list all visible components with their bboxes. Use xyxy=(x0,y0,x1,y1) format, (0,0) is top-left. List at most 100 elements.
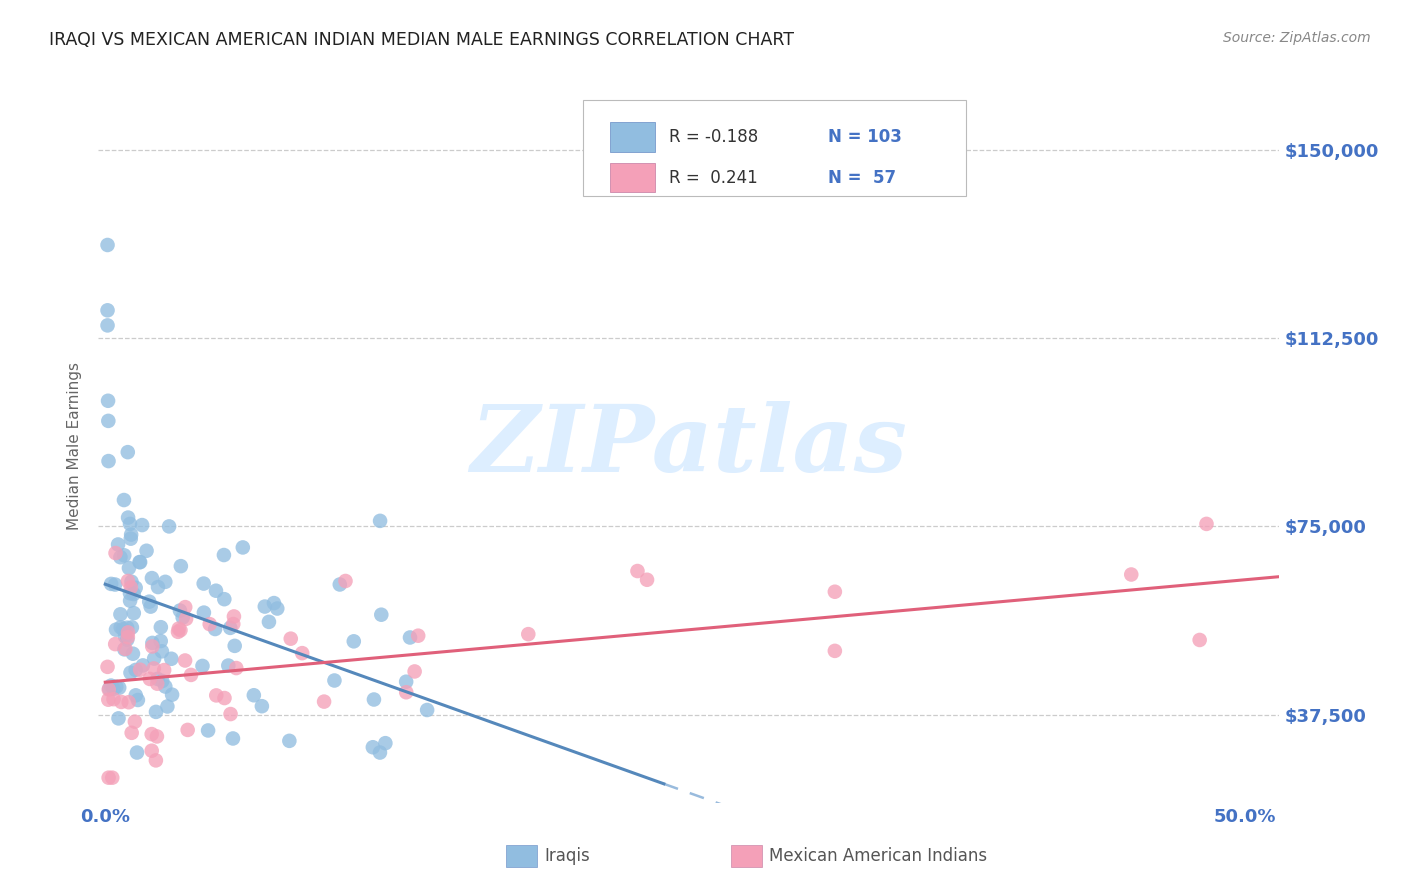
Point xyxy=(98,681,121,696)
Point xyxy=(278,734,301,748)
Point xyxy=(169,623,191,637)
Point xyxy=(104,546,127,560)
Point xyxy=(1188,632,1211,647)
Point xyxy=(219,621,242,635)
Point xyxy=(149,620,172,634)
Point xyxy=(104,577,127,591)
Text: R = -0.188: R = -0.188 xyxy=(669,128,758,146)
Point xyxy=(323,673,346,688)
Point xyxy=(139,599,162,614)
Point xyxy=(517,627,540,641)
Point xyxy=(118,561,141,575)
Point xyxy=(110,550,132,565)
Point xyxy=(118,516,141,531)
Point xyxy=(368,514,391,528)
Point xyxy=(368,746,391,760)
Point xyxy=(156,699,179,714)
Point xyxy=(96,318,118,333)
FancyBboxPatch shape xyxy=(582,100,966,196)
Point xyxy=(212,548,235,562)
Point xyxy=(257,615,280,629)
Point xyxy=(120,581,142,595)
Text: R =  0.241: R = 0.241 xyxy=(669,169,758,186)
Point xyxy=(141,571,163,585)
Text: N =  57: N = 57 xyxy=(828,169,897,186)
Point xyxy=(361,740,384,755)
Point xyxy=(150,673,173,688)
Point xyxy=(120,665,142,680)
Point xyxy=(117,574,139,588)
Point xyxy=(110,607,132,622)
Point xyxy=(404,665,426,679)
Point xyxy=(129,555,152,569)
Point xyxy=(107,537,129,551)
Point xyxy=(222,731,245,746)
Point xyxy=(399,631,422,645)
Y-axis label: Median Male Earnings: Median Male Earnings xyxy=(67,362,83,530)
Point xyxy=(103,692,125,706)
Point xyxy=(112,549,135,563)
Point xyxy=(114,629,136,643)
Point xyxy=(416,703,439,717)
Point xyxy=(131,518,153,533)
Text: Mexican American Indians: Mexican American Indians xyxy=(769,847,987,865)
Point xyxy=(172,610,194,624)
Point xyxy=(395,685,418,699)
Point xyxy=(193,606,215,620)
Point xyxy=(149,634,172,648)
Point xyxy=(225,661,247,675)
Point xyxy=(160,688,183,702)
Point xyxy=(117,632,139,647)
Point xyxy=(110,695,132,709)
Point xyxy=(146,676,169,690)
Point xyxy=(108,681,131,695)
Point xyxy=(146,672,169,686)
Point xyxy=(97,682,120,697)
Point xyxy=(263,596,285,610)
Point xyxy=(205,583,228,598)
Point xyxy=(170,559,193,574)
Point xyxy=(636,573,658,587)
Bar xyxy=(610,162,655,193)
Point xyxy=(97,414,120,428)
Point xyxy=(219,707,242,722)
Point xyxy=(155,574,177,589)
Point xyxy=(112,642,135,657)
Point xyxy=(176,723,198,737)
Point xyxy=(135,543,157,558)
Point xyxy=(104,637,127,651)
Point xyxy=(121,726,143,740)
Point xyxy=(124,663,146,677)
Point xyxy=(132,658,155,673)
Point xyxy=(125,688,148,702)
Point xyxy=(217,658,239,673)
Point xyxy=(146,580,169,594)
Point xyxy=(97,692,120,706)
Point xyxy=(118,695,141,709)
Point xyxy=(141,640,163,654)
Point xyxy=(374,736,396,750)
Point xyxy=(115,621,138,635)
Point xyxy=(406,629,429,643)
Point xyxy=(141,744,163,758)
Point xyxy=(370,607,392,622)
Point xyxy=(96,303,118,318)
Point xyxy=(97,771,120,785)
Point xyxy=(103,681,125,696)
Point xyxy=(105,623,128,637)
Point xyxy=(110,620,132,634)
Point xyxy=(222,617,245,632)
Text: Iraqis: Iraqis xyxy=(544,847,591,865)
Point xyxy=(329,577,352,591)
Point xyxy=(191,659,214,673)
Point xyxy=(114,641,136,656)
Point xyxy=(224,639,246,653)
Point xyxy=(142,661,165,675)
Point xyxy=(141,636,163,650)
Point xyxy=(96,238,118,252)
Point xyxy=(174,600,197,615)
Point xyxy=(122,606,145,620)
Point xyxy=(107,711,129,725)
Point xyxy=(291,646,314,660)
Point xyxy=(824,584,846,599)
